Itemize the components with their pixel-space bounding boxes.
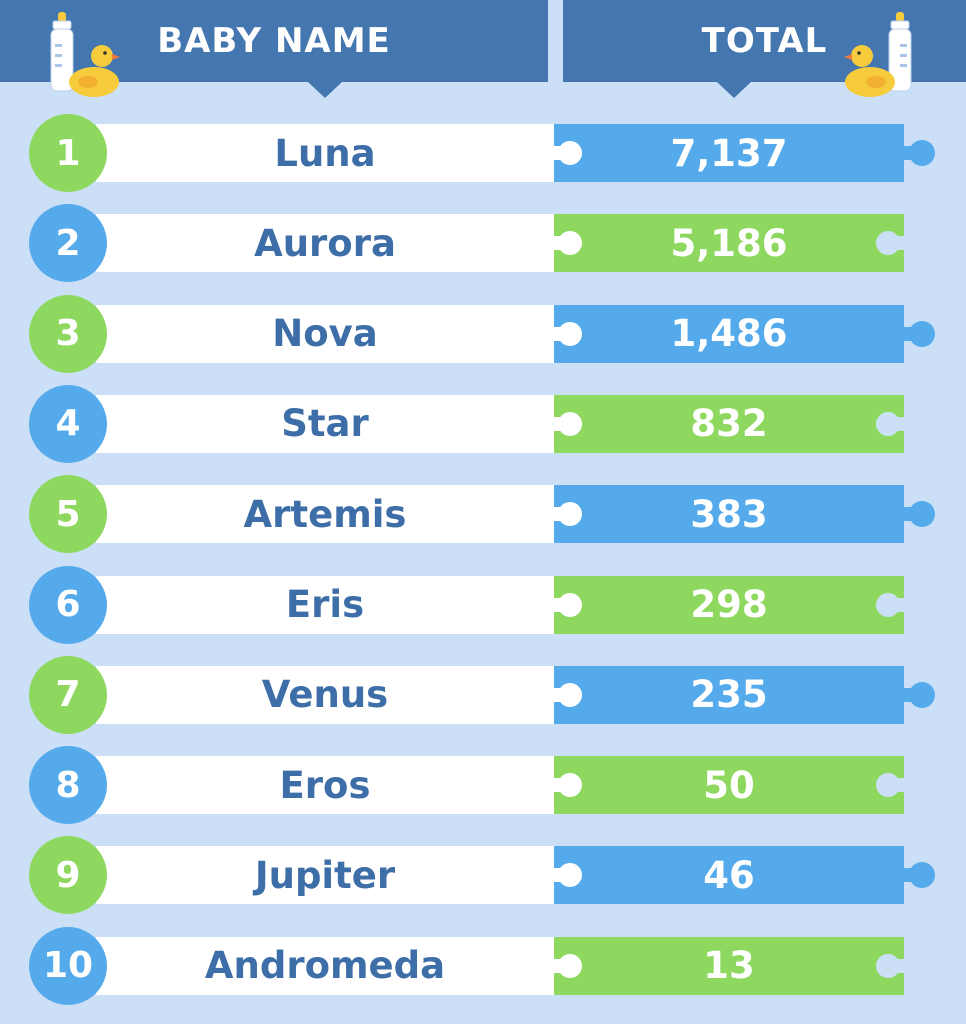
rank-badge: 9 (29, 836, 107, 915)
total-value: 832 (690, 402, 768, 446)
rubber-duck-and-baby-bottle-icon (844, 12, 912, 97)
total-puzzle-bar (554, 485, 935, 544)
rank-badge: 4 (29, 384, 107, 463)
total-puzzle-bar (554, 394, 904, 453)
baby-name-header-label: BABY NAME (157, 21, 391, 61)
table-row: 6 Eris 298 (0, 560, 966, 650)
baby-name-cell: Venus (96, 665, 554, 724)
rank-badge: 1 (29, 114, 107, 192)
total-header-label: TOTAL (701, 21, 828, 61)
total-value: 50 (703, 763, 755, 807)
total-value: 298 (690, 583, 768, 626)
header-pointer (717, 82, 751, 98)
baby-name-cell: Eris (96, 575, 554, 634)
table-row: 7 Venus 235 (0, 650, 966, 740)
total-puzzle-bar (554, 304, 935, 363)
baby-name-cell: Nova (96, 304, 554, 363)
table-row: 8 Eros 50 (0, 740, 966, 830)
total-puzzle-bar (554, 214, 904, 273)
rank-badge: 10 (29, 926, 107, 1005)
table-row: 1 Luna 7,137 (0, 108, 966, 198)
total-value: 383 (690, 492, 768, 536)
header-pointer (308, 82, 342, 98)
total-puzzle-bar (554, 936, 904, 995)
total-puzzle-bar (554, 665, 935, 724)
baby-name-cell: Star (96, 394, 554, 453)
total-value: 5,186 (670, 221, 788, 265)
rank-badge: 3 (29, 294, 107, 373)
rank-badge: 8 (29, 746, 107, 825)
total-value: 13 (703, 944, 755, 988)
table-row: 5 Artemis 383 (0, 469, 966, 559)
total-puzzle-bar (554, 756, 904, 815)
rank-badge: 2 (29, 204, 107, 283)
baby-name-cell: Luna (96, 124, 554, 182)
table-row: 10 Andromeda 13 (0, 921, 966, 1011)
baby-name-cell: Andromeda (96, 936, 554, 995)
baby-bottle-and-rubber-duck-icon (50, 12, 120, 97)
rank-badge: 5 (29, 475, 107, 554)
total-puzzle-bar (554, 124, 935, 182)
total-puzzle-bar (554, 846, 935, 905)
table-row: 9 Jupiter 46 (0, 830, 966, 920)
rank-badge: 7 (29, 655, 107, 734)
total-value: 235 (690, 673, 768, 717)
total-value: 1,486 (670, 312, 788, 356)
total-puzzle-bar (554, 575, 904, 634)
table-row: 2 Aurora 5,186 (0, 198, 966, 288)
total-value: 46 (703, 853, 755, 897)
baby-name-cell: Artemis (96, 485, 554, 544)
baby-name-cell: Jupiter (96, 846, 554, 905)
table-row: 3 Nova 1,486 (0, 289, 966, 379)
rank-badge: 6 (29, 565, 107, 644)
table-row: 4 Star 832 (0, 379, 966, 469)
baby-name-cell: Aurora (96, 214, 554, 273)
baby-name-cell: Eros (96, 756, 554, 815)
total-value: 7,137 (670, 131, 788, 175)
